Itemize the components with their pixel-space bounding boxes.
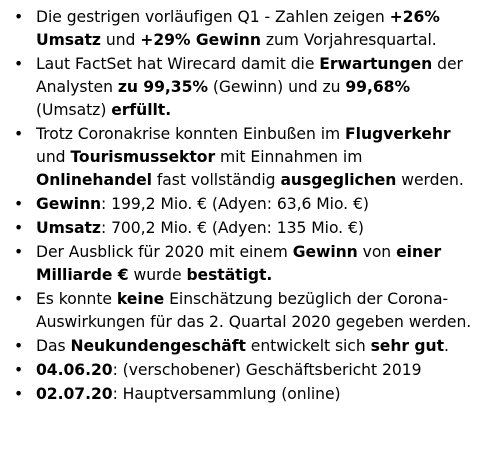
bullet-text: : 199,2 Mio. € (Adyen: 63,6 Mio. €) [101, 195, 369, 213]
bullet-item: • 02.07.20: Hauptversammlung (online) [6, 383, 476, 406]
bullet-text: . [443, 337, 449, 355]
bullet-text: Es konnte [36, 290, 117, 308]
bullet-dot-icon: • [14, 195, 24, 213]
bullet-text: mit Einnahmen im [215, 148, 363, 166]
bullet-text-bold: Gewinn [36, 195, 102, 213]
bullet-item: • Umsatz: 700,2 Mio. € (Adyen: 135 Mio. €… [6, 217, 476, 240]
bullet-text-bold: Flugverkehr [345, 125, 451, 143]
bullet-text: und [100, 31, 141, 49]
bullet-item: • 04.06.20: (verschobener) Geschäftsberic… [6, 359, 476, 382]
bullet-text-bold: keine [116, 290, 165, 308]
bullet-text-bold: bestätigt. [186, 266, 273, 284]
bullet-item: • Gewinn: 199,2 Mio. € (Adyen: 63,6 Mio. … [6, 193, 476, 216]
bullet-text: Das [36, 337, 71, 355]
bullet-dot-icon: • [14, 219, 24, 237]
bullet-text: Die gestrigen vorläufigen Q1 - Zahlen ze… [36, 8, 390, 26]
bullet-text: Einschätzung bezüglich der Corona-Auswir… [36, 290, 472, 331]
bullet-text: von [357, 243, 397, 261]
bullet-item: • Laut FactSet hat Wirecard damit die Erw… [6, 53, 476, 122]
bullet-text-bold: Erwartungen [319, 55, 433, 73]
bullet-dot-icon: • [14, 55, 24, 73]
bullet-text: Trotz Coronakrise konnten Einbußen im [36, 125, 346, 143]
bullet-dot-icon: • [14, 8, 24, 26]
bullet-item: • Die gestrigen vorläufigen Q1 - Zahlen z… [6, 6, 476, 52]
bullet-dot-icon: • [14, 290, 24, 308]
bullet-text-bold: einer Milliarde € [36, 243, 442, 284]
bullet-text: : 700,2 Mio. € (Adyen: 135 Mio. €) [100, 219, 364, 237]
bullet-text-bold: Neukundengeschäft [70, 337, 246, 355]
bullet-text: wurde [128, 266, 187, 284]
bullet-item: • Das Neukundengeschäft entwickelt sich s… [6, 335, 476, 358]
bullet-text-bold: 02.07.20 [36, 385, 113, 403]
bullet-dot-icon: • [14, 385, 24, 403]
bullet-text: (Gewinn) und zu [207, 78, 346, 96]
bullet-text-bold: 04.06.20 [36, 361, 113, 379]
bullet-text: : (verschobener) Geschäftsbericht 2019 [112, 361, 422, 379]
bullet-text-bold: zu 99,35% [117, 78, 208, 96]
bullet-text-bold: ausgeglichen [280, 171, 397, 189]
bullet-text: der Analysten [36, 55, 463, 96]
bullet-text-bold: Onlinehandel [36, 171, 152, 189]
bullet-text: Laut FactSet hat Wirecard damit die [36, 55, 320, 73]
bullet-text-bold: Gewinn [292, 243, 358, 261]
bullet-text-bold: Umsatz [36, 219, 101, 237]
bullet-text-bold: erfüllt. [111, 101, 172, 119]
bullet-text: werden. [396, 171, 464, 189]
bullet-text-bold: sehr gut [370, 337, 444, 355]
bullet-dot-icon: • [14, 337, 24, 355]
bullet-item: • Trotz Coronakrise konnten Einbußen im F… [6, 123, 476, 192]
bullet-text: : Hauptversammlung (online) [112, 385, 341, 403]
bullet-text: fast vollständig [151, 171, 281, 189]
bullet-text-bold: +26% Umsatz [36, 8, 440, 49]
bullet-dot-icon: • [14, 243, 24, 261]
bullet-dot-icon: • [14, 361, 24, 379]
bullet-text: entwickelt sich [245, 337, 371, 355]
bullet-item: • Der Ausblick für 2020 mit einem Gewinn … [6, 241, 476, 287]
bullet-text-bold: 99,68% [345, 78, 411, 96]
bullet-text: und [36, 148, 71, 166]
bullet-text-bold: Tourismussektor [70, 148, 216, 166]
bullet-dot-icon: • [14, 125, 24, 143]
bullet-item: • Es konnte keine Einschätzung bezüglich … [6, 288, 476, 334]
bullet-text: zum Vorjahresquartal. [260, 31, 437, 49]
bullet-text: (Umsatz) [36, 101, 112, 119]
bullet-text-bold: +29% Gewinn [140, 31, 261, 49]
bullet-list: • Die gestrigen vorläufigen Q1 - Zahlen z… [6, 6, 476, 406]
bullet-text: Der Ausblick für 2020 mit einem [36, 243, 293, 261]
